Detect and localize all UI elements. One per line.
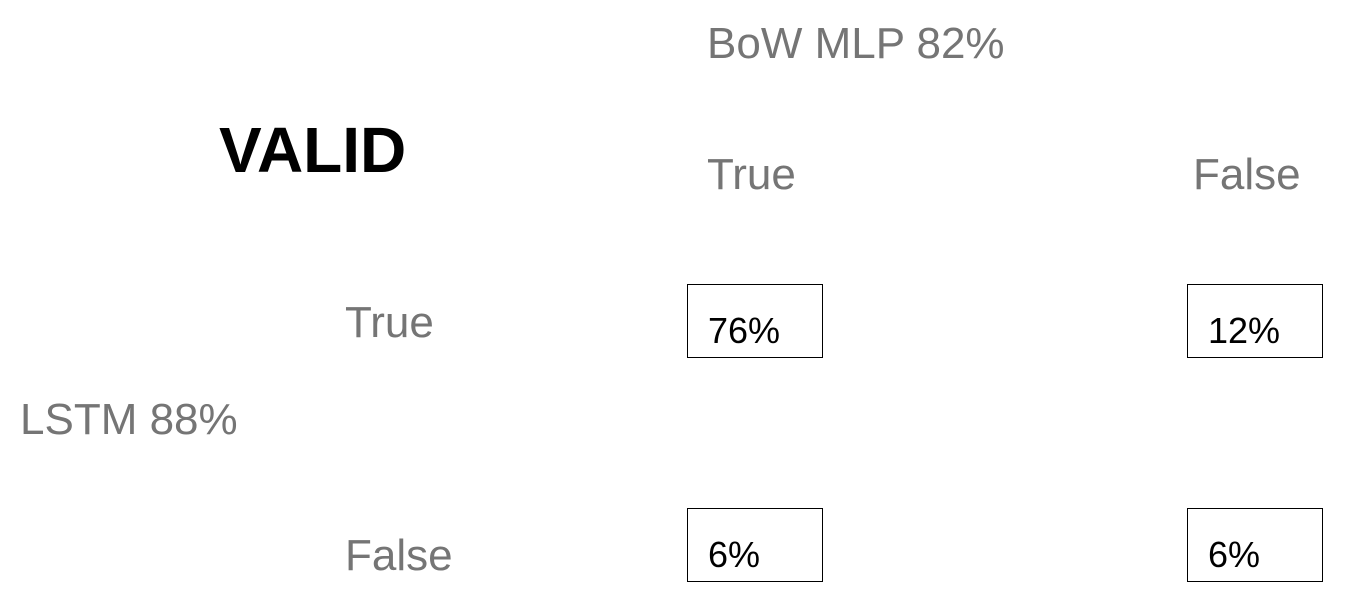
- column-model-label: BoW MLP 82%: [707, 19, 1005, 68]
- cell-false-true: 6%: [687, 508, 823, 582]
- row-model-label: LSTM 88%: [20, 395, 238, 444]
- column-label-true: True: [707, 150, 796, 199]
- cell-false-false: 6%: [1187, 508, 1323, 582]
- row-label-false: False: [345, 531, 453, 580]
- cell-value: 12%: [1208, 310, 1281, 351]
- cell-value: 76%: [708, 310, 781, 351]
- row-label-true: True: [345, 298, 434, 347]
- cell-value: 6%: [1208, 534, 1261, 575]
- cell-true-false: 12%: [1187, 284, 1323, 358]
- matrix-title: VALID: [219, 114, 407, 186]
- cell-value: 6%: [708, 534, 761, 575]
- column-label-false: False: [1193, 150, 1301, 199]
- cell-true-true: 76%: [687, 284, 823, 358]
